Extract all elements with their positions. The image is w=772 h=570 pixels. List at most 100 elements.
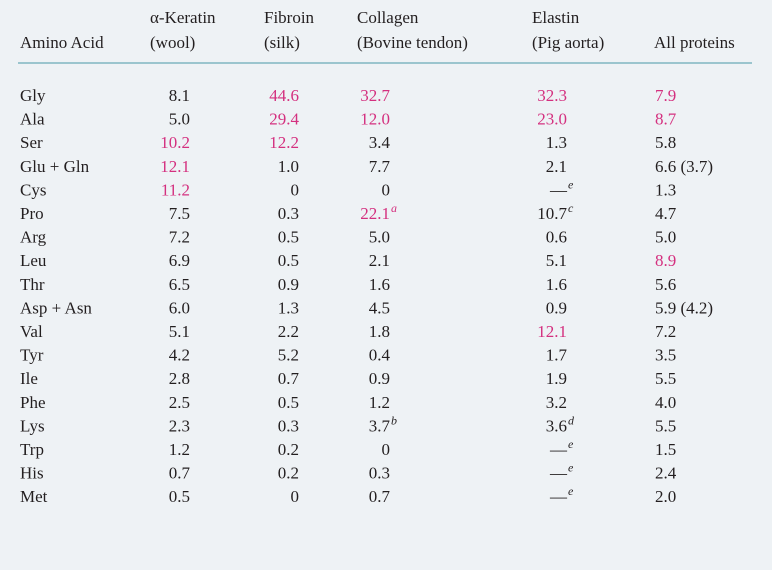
cell: 7.2: [169, 228, 190, 247]
cell: 2.2: [278, 322, 299, 341]
cell: 0.3: [369, 464, 390, 483]
row-label: Ser: [20, 133, 43, 152]
cell: 0.2: [278, 464, 299, 483]
row-label: Trp: [20, 440, 44, 459]
footnote-mark: e: [568, 484, 574, 498]
cell: 1.2: [369, 393, 390, 412]
footnote-mark: c: [568, 201, 574, 215]
row-label: Lys: [20, 416, 45, 435]
cell: 7.7: [369, 157, 391, 176]
cell: 1.6: [546, 275, 567, 294]
row-label: Val: [20, 322, 43, 341]
footnote-mark: a: [391, 201, 397, 215]
cell: 1.3: [655, 180, 676, 199]
cell: 32.7: [360, 86, 390, 105]
cell: 2.3: [169, 416, 190, 435]
footnote-mark: d: [568, 413, 575, 427]
column-header: (Bovine tendon): [357, 33, 468, 52]
cell: 5.5: [655, 416, 676, 435]
cell: 7.9: [655, 86, 676, 105]
cell: 8.9: [655, 251, 676, 270]
column-header: Elastin: [532, 8, 580, 27]
cell: 6.6 (3.7): [655, 157, 713, 176]
cell: 7.5: [169, 204, 190, 223]
cell: 1.6: [369, 275, 390, 294]
cell: 2.0: [655, 487, 676, 506]
cell: 0: [291, 180, 300, 199]
cell: 7.2: [655, 322, 676, 341]
cell: 2.1: [546, 157, 567, 176]
cell: 1.3: [278, 298, 299, 317]
cell: 3.4: [369, 133, 391, 152]
cell: 0.5: [169, 487, 190, 506]
cell: 0: [382, 180, 391, 199]
cell: 4.5: [369, 298, 390, 317]
cell: 8.7: [655, 110, 677, 129]
cell: 5.9 (4.2): [655, 298, 713, 317]
footnote-mark: e: [568, 437, 574, 451]
cell: 22.1: [360, 204, 390, 223]
footnote-mark: e: [568, 461, 574, 475]
column-header: (silk): [264, 33, 300, 52]
cell: 8.1: [169, 86, 190, 105]
column-header: Collagen: [357, 8, 419, 27]
cell: 0.5: [278, 228, 299, 247]
cell: 12.2: [269, 133, 299, 152]
row-label: Thr: [20, 275, 45, 294]
row-label: Ile: [20, 369, 38, 388]
cell: 2.1: [369, 251, 390, 270]
cell: 12.1: [537, 322, 567, 341]
cell: 0.3: [278, 204, 299, 223]
cell: 4.0: [655, 393, 676, 412]
cell: 23.0: [537, 110, 567, 129]
cell: 0.5: [278, 251, 299, 270]
row-label: Tyr: [20, 346, 44, 365]
cell: 0.9: [546, 298, 567, 317]
cell: 0: [382, 440, 391, 459]
cell: 5.5: [655, 369, 676, 388]
cell: 5.1: [546, 251, 567, 270]
cell: 1.0: [278, 157, 299, 176]
cell: 0.2: [278, 440, 299, 459]
cell: 10.2: [160, 133, 190, 152]
column-header: All proteins: [654, 33, 735, 52]
cell: 3.7: [369, 416, 391, 435]
cell: 29.4: [269, 110, 299, 129]
cell: 11.2: [161, 180, 190, 199]
row-label: Cys: [20, 180, 46, 199]
cell: 6.9: [169, 251, 190, 270]
cell: 4.7: [655, 204, 677, 223]
cell: 3.2: [546, 393, 567, 412]
row-label: Met: [20, 487, 48, 506]
cell: 12.1: [160, 157, 190, 176]
row-label: Phe: [20, 393, 46, 412]
column-header: Fibroin: [264, 8, 315, 27]
cell: 32.3: [537, 86, 567, 105]
cell: 5.8: [655, 133, 676, 152]
cell: 5.2: [278, 346, 299, 365]
column-header: α-Keratin: [150, 8, 216, 27]
cell: 6.0: [169, 298, 190, 317]
cell: —: [549, 440, 568, 459]
cell: 3.5: [655, 346, 676, 365]
column-header: (wool): [150, 33, 195, 52]
row-label: Ala: [20, 110, 45, 129]
cell: 0.3: [278, 416, 299, 435]
cell: 5.0: [655, 228, 676, 247]
cell: 1.3: [546, 133, 567, 152]
cell: 0.9: [278, 275, 299, 294]
row-label: Arg: [20, 228, 47, 247]
cell: 1.2: [169, 440, 190, 459]
cell: 5.1: [169, 322, 190, 341]
cell: 10.7: [537, 204, 567, 223]
row-label: Leu: [20, 251, 47, 270]
row-label: Pro: [20, 204, 44, 223]
cell: 0.5: [278, 393, 299, 412]
cell: 0.9: [369, 369, 390, 388]
cell: 3.6: [546, 416, 567, 435]
cell: 0.4: [369, 346, 391, 365]
cell: 6.5: [169, 275, 190, 294]
column-header: (Pig aorta): [532, 33, 604, 52]
cell: —: [549, 180, 568, 199]
